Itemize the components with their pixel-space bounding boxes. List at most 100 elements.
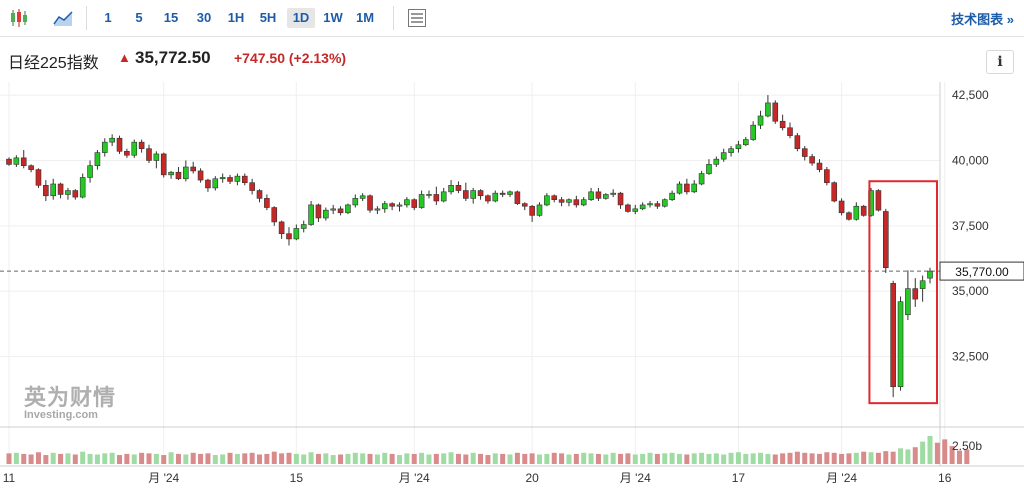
candle-body xyxy=(610,192,616,195)
volume-bar xyxy=(264,453,270,464)
volume-bar xyxy=(345,453,351,464)
volume-bar xyxy=(234,453,240,464)
toolbar-divider xyxy=(393,6,394,30)
volume-bar xyxy=(912,447,918,464)
volume-bar xyxy=(43,455,49,464)
volume-bar xyxy=(470,452,476,464)
volume-bar xyxy=(676,453,682,464)
volume-bar xyxy=(212,455,218,464)
volume-bar xyxy=(190,452,196,464)
candle-body xyxy=(588,191,594,200)
volume-bar xyxy=(507,454,513,464)
volume-bar xyxy=(463,454,469,464)
candle-body xyxy=(676,183,683,194)
candle-body xyxy=(153,153,160,161)
candle-body xyxy=(558,199,565,203)
volume-bar xyxy=(183,454,189,464)
candle-body xyxy=(905,288,911,316)
volume-bar xyxy=(433,453,439,464)
volume-bar xyxy=(654,453,660,464)
table-view-icon[interactable] xyxy=(406,7,428,29)
candle-body xyxy=(124,151,130,156)
candle-body xyxy=(50,183,57,197)
candle-body xyxy=(359,195,366,199)
volume-bar xyxy=(146,453,152,464)
candle-body xyxy=(116,137,123,152)
volume-bar xyxy=(691,453,697,464)
candle-body xyxy=(927,270,933,279)
candle-body xyxy=(779,120,786,129)
volume-bar xyxy=(514,452,520,464)
x-tick-label: 月 '24 xyxy=(148,471,179,485)
volume-bar xyxy=(662,453,668,464)
candle-body xyxy=(617,192,624,206)
candle-body xyxy=(315,204,322,219)
candle-body xyxy=(374,208,381,211)
candle-body xyxy=(205,179,211,189)
volume-bar xyxy=(551,452,557,464)
volume-bar xyxy=(80,451,86,464)
info-button[interactable]: i xyxy=(986,50,1014,74)
timeframe-1d[interactable]: 1D xyxy=(287,8,315,28)
volume-bar xyxy=(441,453,447,464)
volume-bar xyxy=(94,454,100,464)
volume-bar xyxy=(699,452,705,464)
volume-bar xyxy=(846,453,852,464)
candle-body xyxy=(507,191,513,195)
volume-bar xyxy=(35,452,41,464)
candlestick-chart[interactable]: 32,500 35,000 37,500 40,000 42,500 11 月 '24 15 月… xyxy=(0,82,1024,489)
candle-body xyxy=(35,169,42,186)
volume-bar xyxy=(455,453,461,464)
volume-bar xyxy=(485,455,491,464)
x-tick-label: 11 xyxy=(3,471,16,485)
candlestick-chart-icon[interactable] xyxy=(8,7,30,29)
volume-bar xyxy=(168,452,174,464)
candle-body xyxy=(6,158,12,165)
volume-bar xyxy=(279,453,285,464)
timeframe-1m[interactable]: 1M xyxy=(355,10,375,25)
x-tick-label: 月 '24 xyxy=(399,471,430,485)
volume-bar xyxy=(802,452,808,464)
candle-body xyxy=(440,191,447,202)
watermark-en: Investing.com xyxy=(24,409,98,421)
timeframe-5[interactable]: 5 xyxy=(135,10,143,25)
volume-bar xyxy=(205,453,211,464)
volume-bar xyxy=(109,452,115,464)
candle-body xyxy=(57,183,64,195)
candle-body xyxy=(308,204,314,225)
timeframe-15[interactable]: 15 xyxy=(163,10,179,25)
volume-bar xyxy=(934,442,940,464)
timeframe-1h[interactable]: 1H xyxy=(227,10,245,25)
candle-body xyxy=(234,175,241,182)
candle-body xyxy=(323,209,329,219)
timeframe-30[interactable]: 30 xyxy=(196,10,212,25)
candle-body xyxy=(801,148,808,157)
volume-bar xyxy=(308,452,314,464)
candle-body xyxy=(219,177,226,180)
technical-chart-link[interactable]: 技术图表 » xyxy=(951,9,1014,28)
volume-bar xyxy=(883,451,889,464)
area-chart-icon[interactable] xyxy=(52,7,74,29)
volume-bar xyxy=(559,453,565,464)
timeframe-1w[interactable]: 1W xyxy=(323,10,343,25)
x-tick-label: 16 xyxy=(938,471,952,485)
timeframe-1[interactable]: 1 xyxy=(104,10,112,25)
volume-bar xyxy=(419,452,425,464)
candle-body xyxy=(639,204,646,210)
volume-bar xyxy=(603,454,609,464)
candle-body xyxy=(757,115,764,126)
volume-bar xyxy=(352,452,358,464)
volume-bar xyxy=(772,454,778,464)
volume-bar xyxy=(374,454,380,464)
candle-body xyxy=(43,185,49,197)
volume-bar xyxy=(124,453,130,464)
volume-bar xyxy=(544,453,550,464)
timeframe-5h[interactable]: 5H xyxy=(259,10,277,25)
y-tick-label: 42,500 xyxy=(952,88,989,102)
volume-bar xyxy=(367,453,373,464)
candle-body xyxy=(175,171,182,180)
candle-body xyxy=(536,204,543,216)
arrow-up-icon: ▲ xyxy=(118,50,131,65)
candle-body xyxy=(728,148,734,153)
candle-body xyxy=(831,182,838,202)
